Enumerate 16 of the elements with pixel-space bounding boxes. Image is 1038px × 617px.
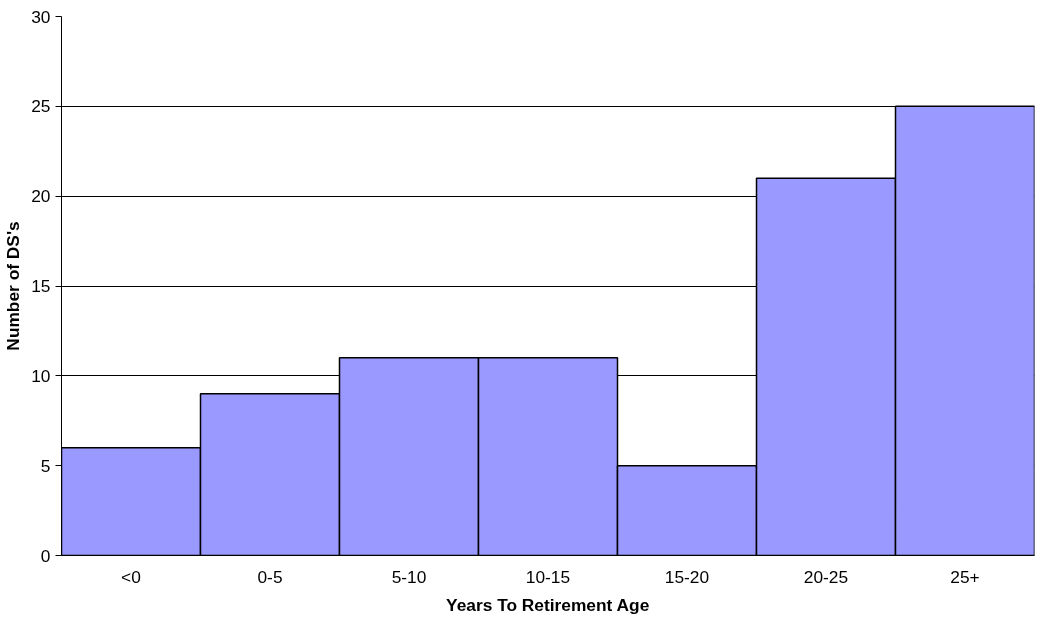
y-tick-label: 25 — [31, 96, 51, 117]
x-axis-title: Years To Retirement Age — [446, 594, 650, 615]
x-tick-label: 5-10 — [391, 566, 427, 587]
y-axis-title: Number of DS's — [3, 221, 24, 351]
y-tick-label: 30 — [31, 6, 51, 27]
x-tick-label: 15-20 — [664, 566, 710, 587]
x-tick-label: 10-15 — [525, 566, 571, 587]
y-tick-label: 15 — [31, 276, 51, 296]
x-tick-label: 20-25 — [803, 566, 849, 587]
y-tick-label: 10 — [31, 365, 51, 386]
y-tick-label: 0 — [40, 545, 51, 566]
y-tick-label: 5 — [40, 455, 51, 476]
x-tick-label: 0-5 — [257, 566, 283, 587]
y-tick-label: 20 — [31, 186, 51, 207]
x-tick-label: 25+ — [950, 566, 980, 587]
x-tick-label: <0 — [121, 566, 141, 587]
